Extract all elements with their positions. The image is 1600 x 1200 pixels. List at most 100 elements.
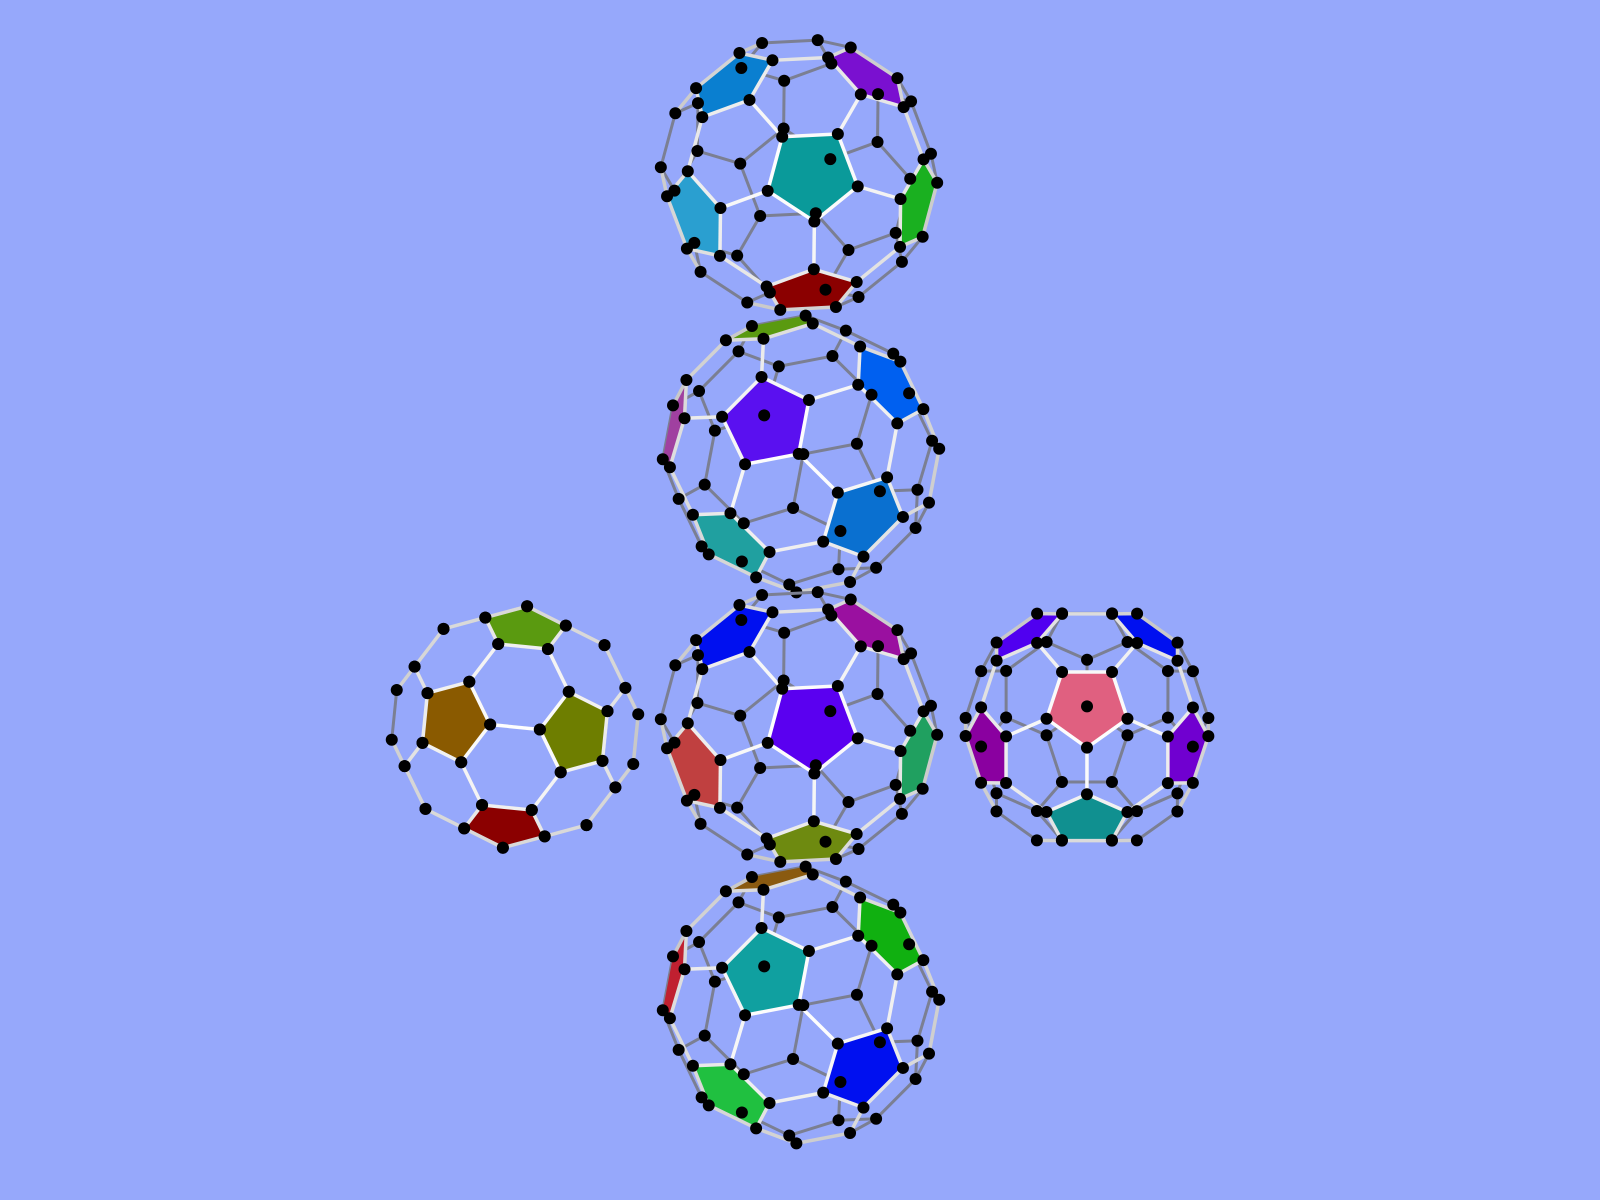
bond bbox=[728, 463, 747, 514]
bond bbox=[813, 819, 858, 836]
bond bbox=[1136, 641, 1179, 663]
bond bbox=[686, 722, 722, 762]
atom bbox=[713, 249, 726, 262]
atom bbox=[741, 848, 754, 861]
atom bbox=[1040, 729, 1053, 742]
atom bbox=[735, 555, 748, 568]
atom bbox=[580, 819, 593, 832]
back-bond bbox=[695, 655, 700, 703]
atom bbox=[891, 968, 904, 981]
bond bbox=[902, 658, 926, 713]
atom bbox=[596, 754, 609, 767]
atom bbox=[667, 950, 680, 963]
atom bbox=[734, 709, 747, 722]
bond bbox=[747, 59, 774, 101]
atom bbox=[669, 107, 682, 120]
atom bbox=[733, 47, 746, 60]
atom bbox=[870, 561, 883, 574]
atom bbox=[743, 93, 756, 106]
atom bbox=[661, 190, 674, 203]
atom bbox=[790, 1137, 803, 1150]
atom bbox=[819, 283, 832, 296]
back-bond bbox=[738, 349, 780, 368]
atom bbox=[663, 1012, 676, 1025]
bond bbox=[760, 926, 810, 953]
bond bbox=[898, 360, 925, 410]
atom bbox=[694, 265, 707, 278]
atom bbox=[1171, 787, 1184, 800]
atom bbox=[896, 1061, 909, 1074]
atom bbox=[761, 736, 774, 749]
pentagon-face bbox=[667, 171, 721, 256]
atom bbox=[772, 360, 785, 373]
atom bbox=[811, 586, 824, 599]
atom bbox=[829, 853, 842, 866]
atom bbox=[713, 801, 726, 814]
atom bbox=[774, 303, 787, 316]
atom bbox=[931, 176, 944, 189]
atom bbox=[808, 215, 821, 228]
bond bbox=[849, 597, 899, 632]
atom bbox=[669, 659, 682, 672]
bond bbox=[413, 627, 445, 668]
bond bbox=[855, 797, 902, 836]
bond bbox=[631, 714, 640, 765]
atom bbox=[911, 483, 924, 496]
atom bbox=[990, 787, 1003, 800]
pentagon-face bbox=[858, 897, 924, 975]
atom bbox=[889, 778, 902, 791]
atom bbox=[851, 180, 864, 193]
atom bbox=[734, 157, 747, 170]
atom bbox=[672, 1043, 685, 1056]
atom bbox=[1130, 805, 1143, 818]
atom bbox=[1186, 665, 1199, 678]
bond bbox=[684, 414, 723, 420]
atom bbox=[758, 409, 771, 422]
atom bbox=[872, 640, 885, 653]
bond bbox=[665, 195, 689, 250]
bond bbox=[720, 966, 747, 1017]
atom bbox=[1040, 712, 1053, 725]
atom bbox=[724, 1058, 737, 1071]
atom bbox=[831, 680, 844, 693]
bond bbox=[489, 722, 540, 732]
back-bond bbox=[876, 94, 880, 142]
bond bbox=[766, 136, 784, 192]
atom bbox=[1106, 607, 1119, 620]
back-bond bbox=[788, 1118, 839, 1137]
atom bbox=[1055, 775, 1068, 788]
atom bbox=[824, 153, 837, 166]
bond bbox=[744, 1003, 800, 1017]
bond bbox=[420, 692, 430, 744]
atom bbox=[719, 334, 732, 347]
bond bbox=[424, 807, 465, 830]
atom bbox=[1186, 740, 1199, 753]
atom bbox=[1121, 636, 1134, 649]
atom bbox=[750, 571, 763, 584]
back-bond bbox=[738, 163, 762, 217]
back-bond bbox=[761, 38, 818, 45]
bond bbox=[602, 644, 627, 689]
pentagon-face bbox=[900, 711, 938, 799]
atom bbox=[975, 740, 988, 753]
atom bbox=[598, 639, 611, 652]
back-bond bbox=[677, 498, 703, 548]
atom bbox=[799, 860, 812, 873]
pentagon-face bbox=[696, 53, 773, 118]
atom bbox=[857, 1101, 870, 1114]
back-bond bbox=[855, 394, 873, 445]
atom bbox=[1040, 805, 1053, 818]
atom bbox=[1121, 806, 1134, 819]
bond bbox=[720, 415, 747, 466]
atom bbox=[760, 832, 773, 845]
bond bbox=[927, 448, 941, 503]
back-bond bbox=[783, 62, 832, 83]
bond bbox=[766, 267, 815, 289]
bond bbox=[811, 872, 861, 900]
pentagon-face bbox=[667, 723, 721, 808]
bond bbox=[797, 452, 840, 494]
atom bbox=[881, 471, 894, 484]
atom bbox=[839, 324, 852, 337]
back-bond bbox=[847, 231, 897, 252]
